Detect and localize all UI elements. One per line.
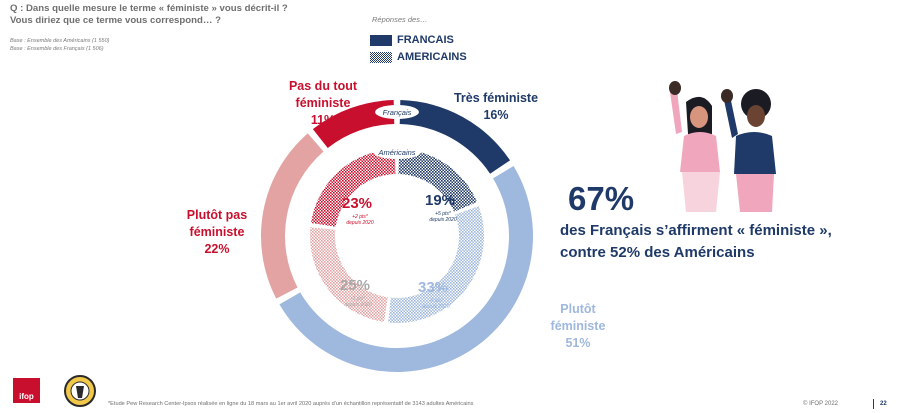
legend-item-francais: FRANCAIS: [370, 33, 454, 47]
legend-swatch-solid: [370, 34, 392, 46]
outer-category-label-3: féministe: [296, 96, 351, 110]
question-line-1: Q : Dans quelle mesure le terme « fémini…: [10, 3, 288, 14]
inner-change-label-1: -4 pts*: [429, 298, 445, 304]
inner-ring-slice-1: [388, 205, 484, 324]
seal-logo: [64, 375, 96, 407]
legend-label-francais: FRANCAIS: [397, 34, 454, 46]
footnote: *Etude Pew Research Center-Ipsos réalisé…: [108, 401, 474, 407]
copyright: © IFOP 2022: [803, 401, 838, 407]
legend-label-americains: AMERICAINS: [397, 51, 467, 63]
inner-change-year-3: depuis 2020: [346, 220, 373, 226]
outer-category-label-1: Plutôt: [560, 302, 596, 316]
inner-pct-label-1: 33%: [418, 279, 448, 296]
outer-category-label-2: féministe: [190, 225, 245, 239]
legend-title: Réponses des…: [372, 15, 428, 24]
base-note: Base : Ensemble des Américains (1 550) B…: [10, 37, 109, 53]
outer-ring-slice-2: [261, 133, 324, 299]
headline-text: des Français s’affirment « féministe », …: [560, 220, 832, 264]
headline-line-1: des Français s’affirment « féministe »,: [560, 222, 832, 239]
outer-ring-label-bg: [375, 105, 419, 119]
inner-change-year-0: depuis 2020: [429, 217, 456, 223]
inner-change-year-1: depuis 2020: [422, 304, 449, 310]
outer-category-label-2: Plutôt pas: [187, 208, 247, 222]
base-line-1: Base : Ensemble des Américains (1 550): [10, 38, 110, 44]
outer-category-label-0: Très féministe: [454, 91, 538, 105]
outer-pct-label-1: 51%: [565, 336, 590, 350]
outer-pct-label-0: 16%: [483, 108, 508, 122]
inner-ring-slice-3: [310, 149, 396, 227]
outer-category-label-1: féministe: [551, 319, 606, 333]
legend-swatch-dotted: [370, 51, 392, 63]
inner-change-label-0: +5 pts*: [435, 211, 452, 217]
outer-pct-label-3: 11%: [311, 113, 335, 127]
inner-change-year-2: depuis 2020: [344, 302, 371, 308]
headline-line-2: contre 52% des Américains: [560, 244, 755, 261]
women-illustration: [669, 81, 776, 212]
legend-item-americains: AMERICAINS: [370, 50, 467, 64]
inner-change-label-3: +2 pts*: [352, 214, 369, 220]
outer-ring-slice-1: [279, 165, 533, 372]
inner-ring-label-bg: [373, 145, 421, 159]
ifop-logo: ifop: [13, 378, 40, 403]
question-text: Q : Dans quelle mesure le terme « fémini…: [10, 3, 288, 27]
outer-ring-slice-3: [312, 100, 395, 148]
inner-ring-label: Américains: [377, 148, 415, 157]
inner-pct-label-2: 25%: [340, 277, 370, 294]
outer-ring-slice-0: [399, 100, 511, 174]
inner-ring-slice-0: [398, 149, 478, 212]
inner-change-label-2: -3 pts*: [351, 296, 367, 302]
inner-ring-slice-2: [310, 227, 388, 323]
question-line-2: Vous diriez que ce terme vous correspond…: [10, 15, 221, 26]
outer-pct-label-2: 22%: [204, 242, 229, 256]
headline-percent: 67%: [568, 180, 635, 217]
page-number: 22: [880, 401, 887, 407]
outer-ring-label: Français: [383, 108, 412, 117]
inner-pct-label-3: 23%: [342, 195, 372, 212]
outer-category-label-3: Pas du tout: [289, 79, 358, 93]
page-divider: [873, 399, 874, 409]
inner-pct-label-0: 19%: [425, 192, 455, 209]
base-line-2: Base : Ensemble des Français (1 506): [10, 46, 104, 52]
